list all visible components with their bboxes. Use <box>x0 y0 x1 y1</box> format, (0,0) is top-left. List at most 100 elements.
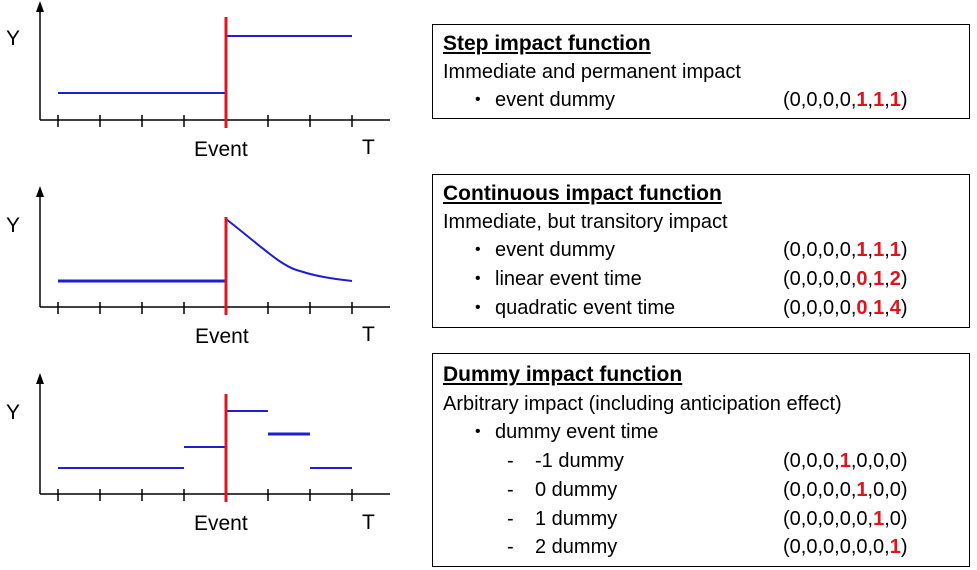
highlighted-value: 1 <box>856 479 868 501</box>
highlighted-value: 1 <box>856 89 868 111</box>
box-subtitle: Arbitrary impact (including anticipation… <box>443 393 842 415</box>
code-text: , <box>867 297 874 319</box>
continuous-plot-svg <box>36 186 390 315</box>
code-text: , <box>867 239 874 261</box>
code-text: ,0,0,0) <box>850 450 908 472</box>
code-text: (0,0,0,0, <box>783 239 857 261</box>
dummy-code: (0,0,0,1,0,0,0) <box>783 451 908 471</box>
list-item: - -1 dummy (0,0,0,1,0,0,0) <box>433 451 969 475</box>
item-label: 0 dummy <box>535 479 618 501</box>
dummy-code: (0,0,0,0,1,1,1) <box>783 240 908 260</box>
dash-marker: - <box>507 479 514 501</box>
highlighted-value: 1 <box>889 239 901 261</box>
highlighted-value: 1 <box>856 239 868 261</box>
item-label: linear event time <box>495 268 642 290</box>
x-ticks <box>57 115 353 127</box>
dummy-code: (0,0,0,0,0,1,4) <box>783 298 908 318</box>
item-label: -1 dummy <box>535 450 624 472</box>
code-text: ) <box>900 239 908 261</box>
box-title: Step impact function <box>443 32 651 55</box>
y-axis-arrow <box>36 373 44 384</box>
dummy-code: (0,0,0,0,0,1,0) <box>783 509 908 529</box>
code-text: (0,0,0,0, <box>783 268 857 290</box>
dummy-code: (0,0,0,0,0,0,1) <box>783 537 908 557</box>
y-axis-label: Y <box>6 401 21 424</box>
x-ticks <box>57 302 353 314</box>
item-label: 2 dummy <box>535 536 618 558</box>
decay-curve <box>225 218 353 282</box>
list-item: • event dummy (0,0,0,0,1,1,1) <box>433 90 969 114</box>
list-item: • event dummy (0,0,0,0,1,1,1) <box>433 240 969 264</box>
item-label: 1 dummy <box>535 508 618 530</box>
y-axis-arrow <box>36 1 44 12</box>
continuous-plot: Y Event T <box>0 185 400 370</box>
bullet: • <box>475 241 481 258</box>
code-text: ) <box>900 536 908 558</box>
dummy-impact-box: Dummy impact function Arbitrary impact (… <box>432 353 970 567</box>
list-item: - 2 dummy (0,0,0,0,0,0,1) <box>433 537 969 561</box>
list-item: • linear event time (0,0,0,0,0,1,2) <box>433 269 969 293</box>
step-plot-svg <box>36 1 390 128</box>
highlighted-value: 1 <box>873 239 885 261</box>
x-ticks <box>57 489 353 501</box>
highlighted-value: 4 <box>889 297 901 319</box>
event-label: Event <box>195 325 249 348</box>
box-subtitle: Immediate, but transitory impact <box>443 211 728 233</box>
y-axis-label: Y <box>6 27 21 50</box>
time-label: T <box>362 323 375 346</box>
highlighted-value: 1 <box>873 297 885 319</box>
item-label: quadratic event time <box>495 297 676 319</box>
dummy-plot-svg <box>36 373 390 502</box>
code-text: , <box>867 89 874 111</box>
code-text: , <box>884 268 890 290</box>
code-text: , <box>884 89 890 111</box>
item-label: dummy event time <box>495 421 659 443</box>
highlighted-value: 1 <box>873 268 885 290</box>
list-item: • quadratic event time (0,0,0,0,0,1,4) <box>433 298 969 322</box>
list-item: - 1 dummy (0,0,0,0,0,1,0) <box>433 509 969 533</box>
highlighted-value: 1 <box>839 450 851 472</box>
code-text: ,0) <box>884 508 908 530</box>
box-subtitle: Immediate and permanent impact <box>443 61 741 83</box>
item-label: event dummy <box>495 239 616 261</box>
time-label: T <box>362 136 375 159</box>
code-text: ) <box>900 297 908 319</box>
code-text: (0,0,0,0, <box>783 89 857 111</box>
code-text: (0,0,0,0,0, <box>783 508 874 530</box>
y-axis-label: Y <box>6 214 21 237</box>
highlighted-value: 1 <box>873 508 885 530</box>
bullet: • <box>475 270 481 287</box>
highlighted-value: 1 <box>889 536 901 558</box>
time-label: T <box>362 511 375 534</box>
step-plot: Y Event T <box>0 0 400 185</box>
event-label: Event <box>194 138 248 161</box>
item-label: event dummy <box>495 89 616 111</box>
step-impact-box: Step impact function Immediate and perma… <box>432 24 970 119</box>
code-text: , <box>884 297 890 319</box>
code-text: ,0,0) <box>867 479 908 501</box>
list-item: - 0 dummy (0,0,0,0,1,0,0) <box>433 480 969 504</box>
list-item: • dummy event time <box>433 422 969 446</box>
event-label: Event <box>194 512 248 535</box>
dummy-code: (0,0,0,0,0,1,2) <box>783 269 908 289</box>
dash-marker: - <box>507 536 514 558</box>
highlighted-value: 1 <box>873 89 885 111</box>
bullet: • <box>475 299 481 316</box>
code-text: (0,0,0, <box>783 450 840 472</box>
highlighted-value: 1 <box>889 89 901 111</box>
code-text: , <box>884 239 890 261</box>
dummy-code: (0,0,0,0,1,0,0) <box>783 480 908 500</box>
dummy-code: (0,0,0,0,1,1,1) <box>783 90 908 110</box>
bullet: • <box>475 91 481 108</box>
highlighted-value: 0 <box>856 297 868 319</box>
dummy-plot: Y Event T <box>0 372 400 557</box>
dash-marker: - <box>507 508 514 530</box>
box-title: Continuous impact function <box>443 182 722 205</box>
bullet: • <box>475 423 481 440</box>
box-title: Dummy impact function <box>443 363 683 386</box>
code-text: ) <box>900 89 908 111</box>
code-text: (0,0,0,0,0,0, <box>783 536 890 558</box>
continuous-impact-box: Continuous impact function Immediate, bu… <box>432 174 970 328</box>
code-text: ) <box>900 268 908 290</box>
code-text: (0,0,0,0, <box>783 297 857 319</box>
